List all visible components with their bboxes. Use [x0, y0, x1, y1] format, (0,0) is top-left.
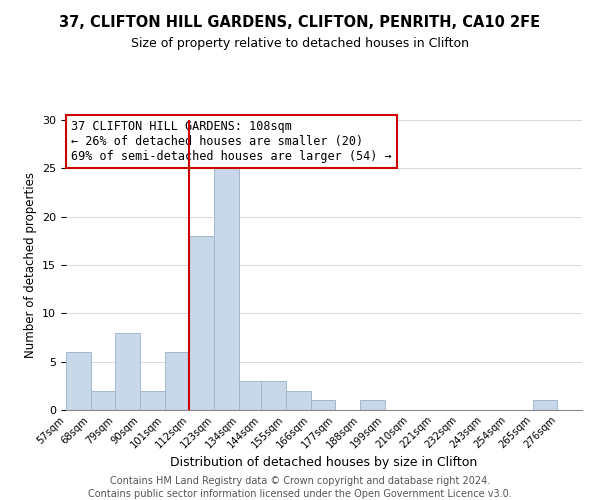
Bar: [360, 400, 385, 410]
Bar: [91, 390, 115, 410]
Text: Contains HM Land Registry data © Crown copyright and database right 2024.: Contains HM Land Registry data © Crown c…: [110, 476, 490, 486]
Bar: [261, 381, 286, 410]
Bar: [190, 236, 214, 410]
Bar: [286, 390, 311, 410]
Text: 37 CLIFTON HILL GARDENS: 108sqm
← 26% of detached houses are smaller (20)
69% of: 37 CLIFTON HILL GARDENS: 108sqm ← 26% of…: [71, 120, 392, 163]
Text: 37, CLIFTON HILL GARDENS, CLIFTON, PENRITH, CA10 2FE: 37, CLIFTON HILL GARDENS, CLIFTON, PENRI…: [59, 15, 541, 30]
Bar: [66, 352, 91, 410]
Bar: [311, 400, 335, 410]
Text: Size of property relative to detached houses in Clifton: Size of property relative to detached ho…: [131, 38, 469, 51]
Bar: [165, 352, 190, 410]
Bar: [239, 381, 261, 410]
Bar: [533, 400, 557, 410]
X-axis label: Distribution of detached houses by size in Clifton: Distribution of detached houses by size …: [170, 456, 478, 469]
Bar: [214, 168, 239, 410]
Text: Contains public sector information licensed under the Open Government Licence v3: Contains public sector information licen…: [88, 489, 512, 499]
Bar: [115, 332, 140, 410]
Bar: [140, 390, 165, 410]
Y-axis label: Number of detached properties: Number of detached properties: [23, 172, 37, 358]
